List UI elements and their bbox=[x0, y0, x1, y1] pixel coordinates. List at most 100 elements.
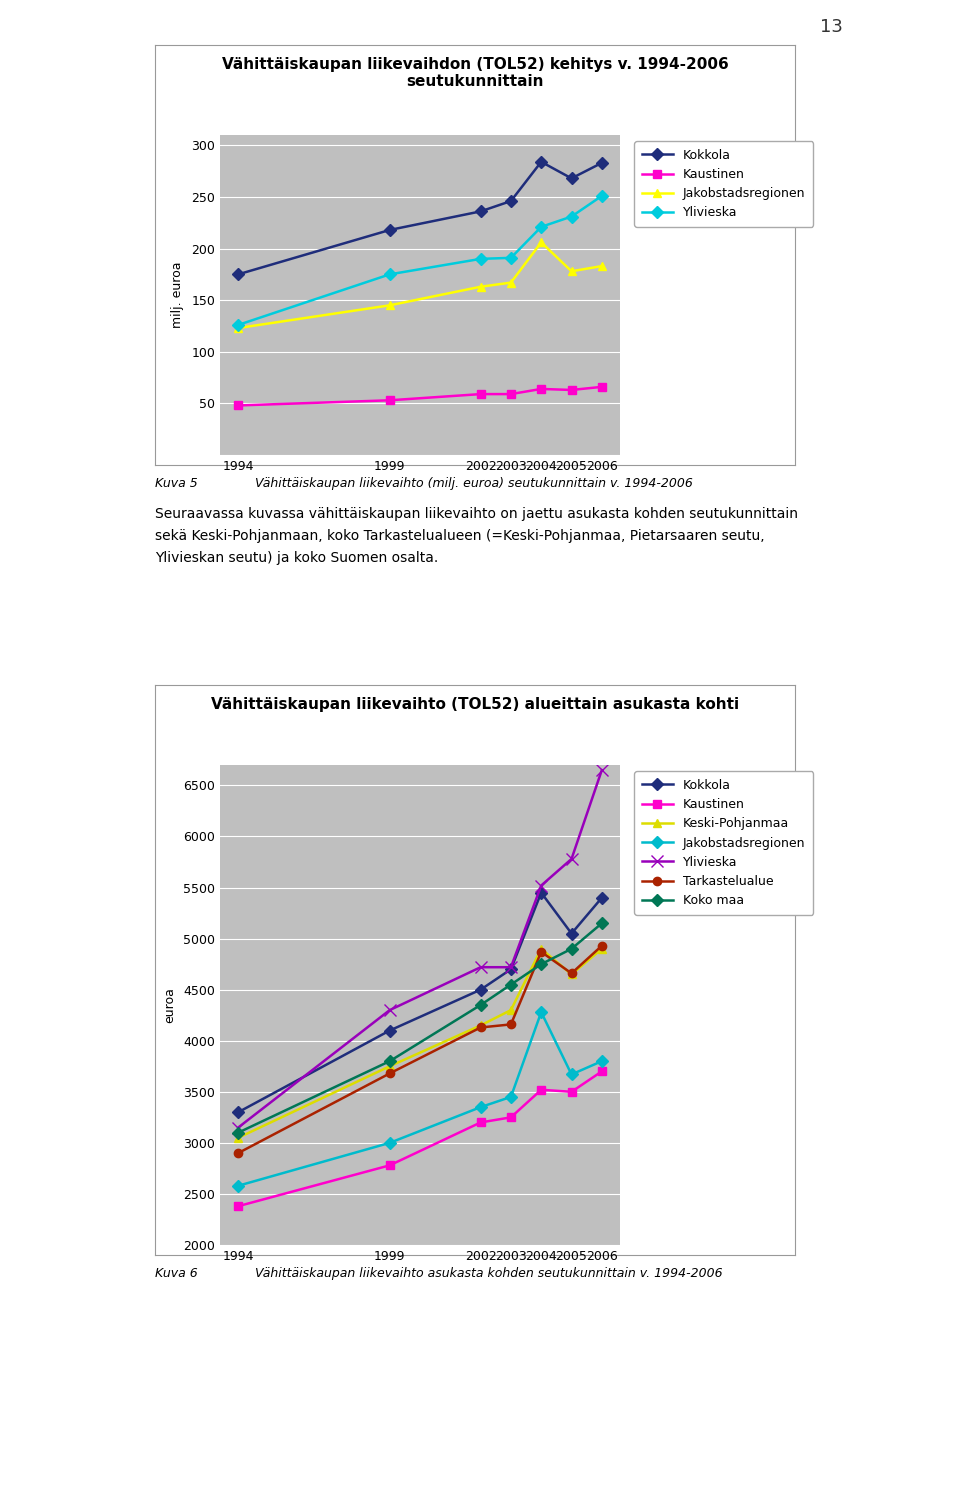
Keski-Pohjanmaa bbox=[565, 966, 577, 984]
Jakobstadsregionen bbox=[232, 318, 244, 337]
Jakobstadsregionen bbox=[475, 278, 487, 296]
Jakobstadsregionen bbox=[596, 1052, 608, 1070]
Jakobstadsregionen bbox=[505, 273, 516, 291]
Jakobstadsregionen bbox=[565, 1065, 577, 1083]
Legend: Kokkola, Kaustinen, Keski-Pohjanmaa, Jakobstadsregionen, Ylivieska, Tarkastelual: Kokkola, Kaustinen, Keski-Pohjanmaa, Jak… bbox=[635, 771, 813, 914]
Line: Jakobstadsregionen: Jakobstadsregionen bbox=[234, 1008, 606, 1191]
Ylivieska bbox=[565, 850, 577, 868]
Kaustinen bbox=[505, 1108, 516, 1126]
Line: Keski-Pohjanmaa: Keski-Pohjanmaa bbox=[234, 945, 606, 1142]
Line: Jakobstadsregionen: Jakobstadsregionen bbox=[234, 238, 606, 332]
Jakobstadsregionen bbox=[536, 234, 547, 252]
Ylivieska bbox=[536, 877, 547, 895]
Kokkola bbox=[596, 154, 608, 172]
Line: Kokkola: Kokkola bbox=[234, 157, 606, 279]
Kaustinen bbox=[536, 380, 547, 398]
Text: Ylivieskan seutu) ja koko Suomen osalta.: Ylivieskan seutu) ja koko Suomen osalta. bbox=[155, 551, 439, 564]
Line: Kokkola: Kokkola bbox=[234, 889, 606, 1117]
Keski-Pohjanmaa bbox=[505, 1000, 516, 1019]
Koko maa bbox=[596, 914, 608, 933]
Text: Kuva 5: Kuva 5 bbox=[155, 477, 198, 490]
Ylivieska bbox=[536, 217, 547, 235]
Text: 13: 13 bbox=[820, 18, 843, 36]
Ylivieska bbox=[384, 266, 396, 284]
Text: Kuva 6: Kuva 6 bbox=[155, 1268, 198, 1280]
Kaustinen bbox=[565, 1083, 577, 1102]
Text: Kaupan palveluverkko 2030: Kaupan palveluverkko 2030 bbox=[383, 1477, 577, 1492]
Jakobstadsregionen bbox=[505, 1088, 516, 1106]
Kaustinen bbox=[475, 1114, 487, 1132]
Tarkastelualue bbox=[505, 1016, 516, 1034]
Keski-Pohjanmaa bbox=[384, 1058, 396, 1076]
Kokkola bbox=[565, 169, 577, 187]
Jakobstadsregionen bbox=[384, 1133, 396, 1151]
Text: Keski-Pohjanmaa: Keski-Pohjanmaa bbox=[19, 1477, 154, 1492]
Jakobstadsregionen bbox=[596, 257, 608, 275]
Kaustinen bbox=[384, 1156, 396, 1174]
Legend: Kokkola, Kaustinen, Jakobstadsregionen, Ylivieska: Kokkola, Kaustinen, Jakobstadsregionen, … bbox=[635, 142, 813, 226]
Keski-Pohjanmaa bbox=[232, 1129, 244, 1147]
Line: Koko maa: Koko maa bbox=[234, 919, 606, 1136]
Text: Vähittäiskaupan liikevaihto asukasta kohden seutukunnittain v. 1994-2006: Vähittäiskaupan liikevaihto asukasta koh… bbox=[255, 1268, 723, 1280]
Jakobstadsregionen bbox=[384, 296, 396, 314]
Line: Kaustinen: Kaustinen bbox=[234, 383, 606, 409]
Text: Vähittäiskaupan liikevaihdon (TOL52) kehitys v. 1994-2006
seutukunnittain: Vähittäiskaupan liikevaihdon (TOL52) keh… bbox=[222, 57, 729, 89]
Jakobstadsregionen bbox=[536, 1003, 547, 1022]
Kokkola bbox=[384, 220, 396, 238]
Ylivieska bbox=[565, 208, 577, 226]
Ylivieska bbox=[232, 1118, 244, 1136]
Line: Ylivieska: Ylivieska bbox=[232, 765, 608, 1133]
Kokkola bbox=[384, 1022, 396, 1040]
Kaustinen bbox=[232, 397, 244, 415]
Line: Ylivieska: Ylivieska bbox=[234, 192, 606, 329]
Kaustinen bbox=[596, 377, 608, 395]
Ylivieska bbox=[505, 249, 516, 267]
Jakobstadsregionen bbox=[565, 263, 577, 281]
Tarkastelualue bbox=[536, 943, 547, 961]
Tarkastelualue bbox=[565, 964, 577, 982]
Koko maa bbox=[565, 940, 577, 958]
Kokkola bbox=[232, 1103, 244, 1121]
Y-axis label: milj. euroa: milj. euroa bbox=[171, 261, 184, 329]
Koko maa bbox=[384, 1052, 396, 1070]
Ylivieska bbox=[596, 187, 608, 205]
Text: Vähittäiskaupan liikevaihto (milj. euroa) seutukunnittain v. 1994-2006: Vähittäiskaupan liikevaihto (milj. euroa… bbox=[255, 477, 693, 490]
Text: Vähittäiskaupan liikevaihto (TOL52) alueittain asukasta kohti: Vähittäiskaupan liikevaihto (TOL52) alue… bbox=[211, 697, 739, 712]
Kokkola bbox=[536, 884, 547, 902]
Kokkola bbox=[536, 152, 547, 171]
Y-axis label: euroa: euroa bbox=[163, 987, 177, 1023]
Kokkola bbox=[596, 889, 608, 907]
Jakobstadsregionen bbox=[232, 1177, 244, 1195]
Koko maa bbox=[475, 996, 487, 1014]
Tarkastelualue bbox=[384, 1064, 396, 1082]
Tarkastelualue bbox=[232, 1144, 244, 1162]
Ylivieska bbox=[232, 315, 244, 333]
Kokkola bbox=[475, 202, 487, 220]
Kaustinen bbox=[232, 1197, 244, 1215]
Koko maa bbox=[505, 975, 516, 993]
Kokkola bbox=[475, 981, 487, 999]
Line: Kaustinen: Kaustinen bbox=[234, 1067, 606, 1210]
Kaustinen bbox=[596, 1062, 608, 1080]
Line: Tarkastelualue: Tarkastelualue bbox=[234, 942, 606, 1157]
Kaustinen bbox=[536, 1080, 547, 1099]
Kokkola bbox=[505, 192, 516, 210]
Ylivieska bbox=[475, 250, 487, 269]
Text: Seuraavassa kuvassa vähittäiskaupan liikevaihto on jaettu asukasta kohden seutuk: Seuraavassa kuvassa vähittäiskaupan liik… bbox=[155, 507, 798, 521]
Text: 2008: 2008 bbox=[780, 1477, 814, 1492]
Text: ENTRECON: ENTRECON bbox=[855, 1479, 931, 1491]
Ylivieska bbox=[505, 958, 516, 976]
Tarkastelualue bbox=[475, 1019, 487, 1037]
Kaustinen bbox=[505, 385, 516, 403]
Ylivieska bbox=[596, 761, 608, 779]
Kokkola bbox=[232, 266, 244, 284]
Kokkola bbox=[505, 960, 516, 978]
Kaustinen bbox=[565, 380, 577, 398]
Keski-Pohjanmaa bbox=[475, 1017, 487, 1035]
Keski-Pohjanmaa bbox=[536, 940, 547, 958]
Kaustinen bbox=[475, 385, 487, 403]
Koko maa bbox=[232, 1124, 244, 1142]
Kokkola bbox=[565, 925, 577, 943]
Jakobstadsregionen bbox=[475, 1099, 487, 1117]
Keski-Pohjanmaa bbox=[596, 940, 608, 958]
